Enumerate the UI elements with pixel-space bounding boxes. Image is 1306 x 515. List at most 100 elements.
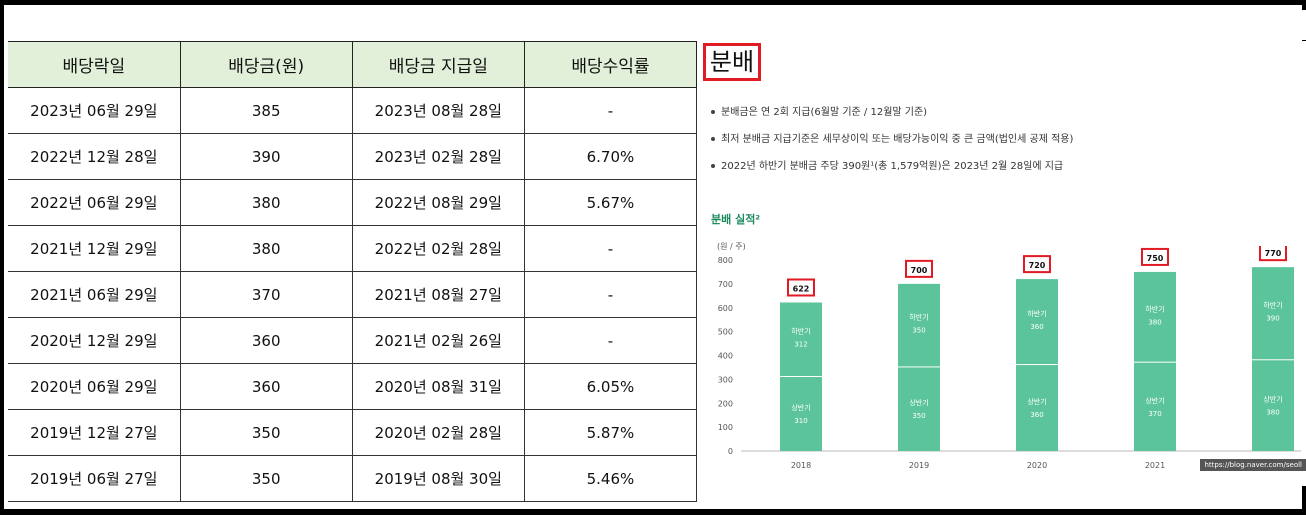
top-strip: [8, 10, 1306, 40]
header-pay-date: 배당금 지급일: [351, 41, 525, 88]
bar-first-half: [898, 367, 940, 451]
value-label-second-half: 380: [1148, 318, 1161, 326]
y-tick-label: 500: [718, 328, 733, 337]
value-label-second-half: 390: [1266, 315, 1279, 323]
total-highlight-box: [787, 278, 815, 297]
cell-ex-date: 2021년 12월 29일: [8, 225, 181, 272]
bullet-icon: [711, 137, 715, 141]
cell-ex-date: 2023년 06월 29일: [8, 87, 181, 134]
table-row: 2020년 06월 29일 360 2020년 08월 31일 6.05%: [8, 363, 698, 410]
bullet-item: 분배금은 연 2회 지급(6월말 기준 / 12월말 기준): [711, 103, 1073, 130]
total-value-label: 720: [1029, 261, 1046, 270]
cell-dividend: 360: [179, 317, 353, 364]
series-label-first-half: 상반기: [791, 403, 810, 412]
value-label-first-half: 350: [912, 412, 925, 420]
total-value-label: 770: [1265, 249, 1282, 258]
bar-first-half: [1252, 360, 1294, 451]
cell-dividend: 370: [179, 271, 353, 318]
bullet-icon: [711, 164, 715, 168]
distribution-chart: 0 100 200 300 400 500 600 700 800 상반기 310 하반기 312 622…: [718, 246, 1301, 470]
x-tick-label: 2021: [1145, 461, 1165, 470]
series-label-first-half: 상반기: [1263, 395, 1282, 404]
x-tick-label: 2020: [1027, 461, 1047, 470]
cell-pay-date: 2019년 08월 30일: [351, 455, 525, 502]
cell-yield: -: [523, 317, 698, 364]
dividend-table: 배당락일 배당금(원) 배당금 지급일 배당수익률 2023년 06월 29일 3…: [8, 41, 698, 502]
cell-yield: -: [523, 271, 698, 318]
bullet-text: 최저 분배금 지급기준은 세무상이익 또는 배당가능이익 중 큰 금액(법인세 …: [721, 134, 1074, 145]
header-dividend: 배당금(원): [179, 41, 353, 88]
cell-dividend: 350: [179, 455, 353, 502]
header-yield: 배당수익률: [523, 41, 698, 88]
cell-yield: 5.67%: [523, 179, 698, 226]
cell-dividend: 380: [179, 225, 353, 272]
bar-second-half: [1016, 279, 1058, 365]
total-value-label: 750: [1147, 254, 1164, 263]
cell-ex-date: 2019년 12월 27일: [8, 409, 181, 456]
x-tick-label: 2018: [791, 461, 811, 470]
y-tick-label: 700: [718, 280, 733, 289]
value-label-first-half: 360: [1030, 411, 1043, 419]
cell-dividend: 390: [179, 133, 353, 180]
value-label-second-half: 360: [1030, 323, 1043, 331]
series-label-second-half: 하반기: [791, 327, 810, 336]
bar-second-half: [1252, 267, 1294, 360]
bar-second-half: [780, 302, 822, 376]
cell-ex-date: 2022년 12월 28일: [8, 133, 181, 180]
series-label-second-half: 하반기: [1263, 301, 1282, 310]
cell-dividend: 360: [179, 363, 353, 410]
series-label-second-half: 하반기: [1027, 309, 1046, 318]
cell-yield: -: [523, 87, 698, 134]
series-label-first-half: 상반기: [1027, 397, 1046, 406]
bullet-item: 최저 분배금 지급기준은 세무상이익 또는 배당가능이익 중 큰 금액(법인세 …: [711, 130, 1073, 157]
cell-yield: 6.70%: [523, 133, 698, 180]
cell-dividend: 350: [179, 409, 353, 456]
panel-title: 분배: [703, 43, 761, 81]
series-label-first-half: 상반기: [1145, 396, 1164, 405]
table-row: 2021년 12월 29일 380 2022년 02월 28일 -: [8, 225, 698, 272]
cell-ex-date: 2020년 06월 29일: [8, 363, 181, 410]
table-row: 2022년 12월 28일 390 2023년 02월 28일 6.70%: [8, 133, 698, 180]
bar-first-half: [1134, 362, 1176, 451]
table-row: 2021년 06월 29일 370 2021년 08월 27일 -: [8, 271, 698, 318]
value-label-first-half: 380: [1266, 409, 1279, 417]
cell-dividend: 385: [179, 87, 353, 134]
table-header-row: 배당락일 배당금(원) 배당금 지급일 배당수익률: [8, 41, 698, 88]
chart-title: 분배 실적²: [711, 213, 761, 226]
cell-yield: -: [523, 225, 698, 272]
distribution-panel: 분배 분배금은 연 2회 지급(6월말 기준 / 12월말 기준) 최저 분배금…: [701, 41, 1306, 486]
bar-second-half: [898, 283, 940, 367]
y-tick-label: 0: [728, 447, 733, 456]
total-value-label: 700: [911, 266, 928, 275]
y-tick-label: 800: [718, 256, 733, 265]
cell-yield: 6.05%: [523, 363, 698, 410]
value-label-first-half: 370: [1148, 410, 1161, 418]
cell-ex-date: 2021년 06월 29일: [8, 271, 181, 318]
y-tick-label: 300: [718, 375, 733, 384]
bullet-item: 2022년 하반기 분배금 주당 390원¹(총 1,579억원)은 2023년…: [711, 157, 1073, 184]
y-tick-label: 200: [718, 399, 733, 408]
cell-dividend: 380: [179, 179, 353, 226]
value-label-second-half: 350: [912, 327, 925, 335]
cell-pay-date: 2022년 08월 29일: [351, 179, 525, 226]
cell-ex-date: 2022년 06월 29일: [8, 179, 181, 226]
table-row: 2019년 12월 27일 350 2020년 02월 28일 5.87%: [8, 409, 698, 456]
cell-ex-date: 2019년 06월 27일: [8, 455, 181, 502]
series-label-first-half: 상반기: [909, 398, 928, 407]
table-row: 2019년 06월 27일 350 2019년 08월 30일 5.46%: [8, 455, 698, 502]
y-tick-label: 600: [718, 304, 733, 313]
bar-first-half: [1016, 365, 1058, 451]
cell-pay-date: 2020년 02월 28일: [351, 409, 525, 456]
bullet-text: 2022년 하반기 분배금 주당 390원¹(총 1,579억원)은 2023년…: [721, 161, 1064, 172]
value-label-first-half: 310: [794, 417, 807, 425]
total-highlight-box: [905, 259, 933, 278]
value-label-second-half: 312: [794, 341, 807, 349]
cell-pay-date: 2022년 02월 28일: [351, 225, 525, 272]
series-label-second-half: 하반기: [909, 313, 928, 322]
y-unit-label: (원 / 주): [717, 242, 746, 251]
table-row: 2020년 12월 29일 360 2021년 02월 26일 -: [8, 317, 698, 364]
y-tick-label: 100: [718, 423, 733, 432]
bullet-icon: [711, 110, 715, 114]
bar-second-half: [1134, 271, 1176, 362]
